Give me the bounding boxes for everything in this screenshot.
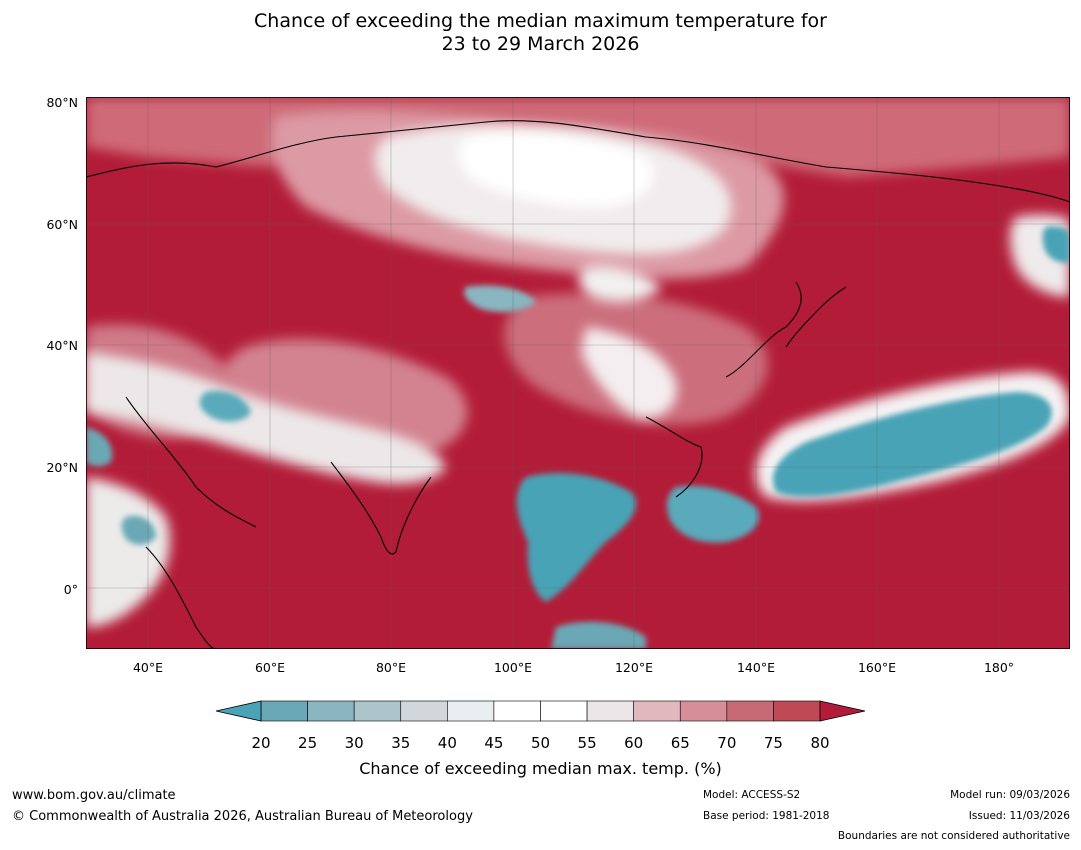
colorbar-low-extension [215,700,262,722]
lon-label-40e: 40°E [132,660,164,675]
colorbar-tick-label: 80 [810,734,829,752]
lon-label-180: 180° [983,660,1015,675]
colorbar-tick-label: 55 [578,734,597,752]
lon-label-140e: 140°E [736,660,775,675]
colorbar-tick-label: 30 [345,734,364,752]
colorbar-bin [679,700,728,722]
lat-label-40n: 40°N [46,338,78,353]
colorbar-tick-label: 40 [438,734,457,752]
base-period: Base period: 1981-2018 [703,810,830,822]
title-line-1: Chance of exceeding the median maximum t… [254,10,827,32]
colorbar-tick-label: 75 [764,734,783,752]
colorbar-bin [540,700,588,722]
colorbar-tick-label: 65 [671,734,690,752]
colorbar-high-extension [819,700,866,722]
colorbar-bin [307,700,355,722]
colorbar-bin [353,700,402,722]
colorbar-label: Chance of exceeding median max. temp. (%… [359,759,722,778]
boundaries-disclaimer: Boundaries are not considered authoritat… [837,830,1070,842]
lat-label-60n: 60°N [46,217,78,232]
lat-label-20n: 20°N [46,460,78,475]
map-gridlines [86,97,1070,649]
colorbar-bin [447,700,495,722]
colorbar-bin [400,700,448,722]
coastlines [86,120,1070,649]
colorbar-tick-label: 20 [251,734,270,752]
blue-probability-zones [86,226,1070,649]
colorbar: 20 25 30 35 40 45 50 55 60 65 70 75 80 [215,700,866,752]
colorbar-tick-label: 60 [624,734,643,752]
colorbar-bin [726,700,774,722]
copyright-text: © Commonwealth of Australia 2026, Austra… [12,809,473,824]
lon-label-60e: 60°E [254,660,286,675]
lon-label-120e: 120°E [614,660,653,675]
colorbar-tick-label: 45 [484,734,503,752]
probability-map [86,97,1070,649]
map-frame [86,97,1070,649]
colorbar-bin [493,700,541,722]
colorbar-tick-label: 35 [391,734,410,752]
colorbar-tick-labels: 20 25 30 35 40 45 50 55 60 65 70 75 80 [251,734,829,752]
lon-label-100e: 100°E [493,660,532,675]
issued-date: Issued: 11/03/2026 [968,810,1070,822]
neutral-probability-zones [86,124,1070,627]
colorbar-bin [633,700,681,722]
model-name: Model: ACCESS-S2 [703,789,801,801]
chart-title: Chance of exceeding the median maximum t… [0,10,1081,56]
colorbar-bin [586,700,634,722]
model-run-date: Model run: 09/03/2026 [950,789,1070,801]
colorbar-tick-label: 70 [717,734,736,752]
colorbar-tick-label: 25 [298,734,317,752]
title-line-2: 23 to 29 March 2026 [441,33,640,55]
website-link[interactable]: www.bom.gov.au/climate [12,788,176,803]
colorbar-tick-label: 50 [531,734,550,752]
lon-label-160e: 160°E [857,660,896,675]
lat-label-80n: 80°N [46,95,78,110]
colorbar-bins [260,700,821,722]
lon-label-80e: 80°E [375,660,407,675]
colorbar-bin [773,700,821,722]
lat-label-0: 0° [63,582,78,597]
colorbar-bin [260,700,308,722]
